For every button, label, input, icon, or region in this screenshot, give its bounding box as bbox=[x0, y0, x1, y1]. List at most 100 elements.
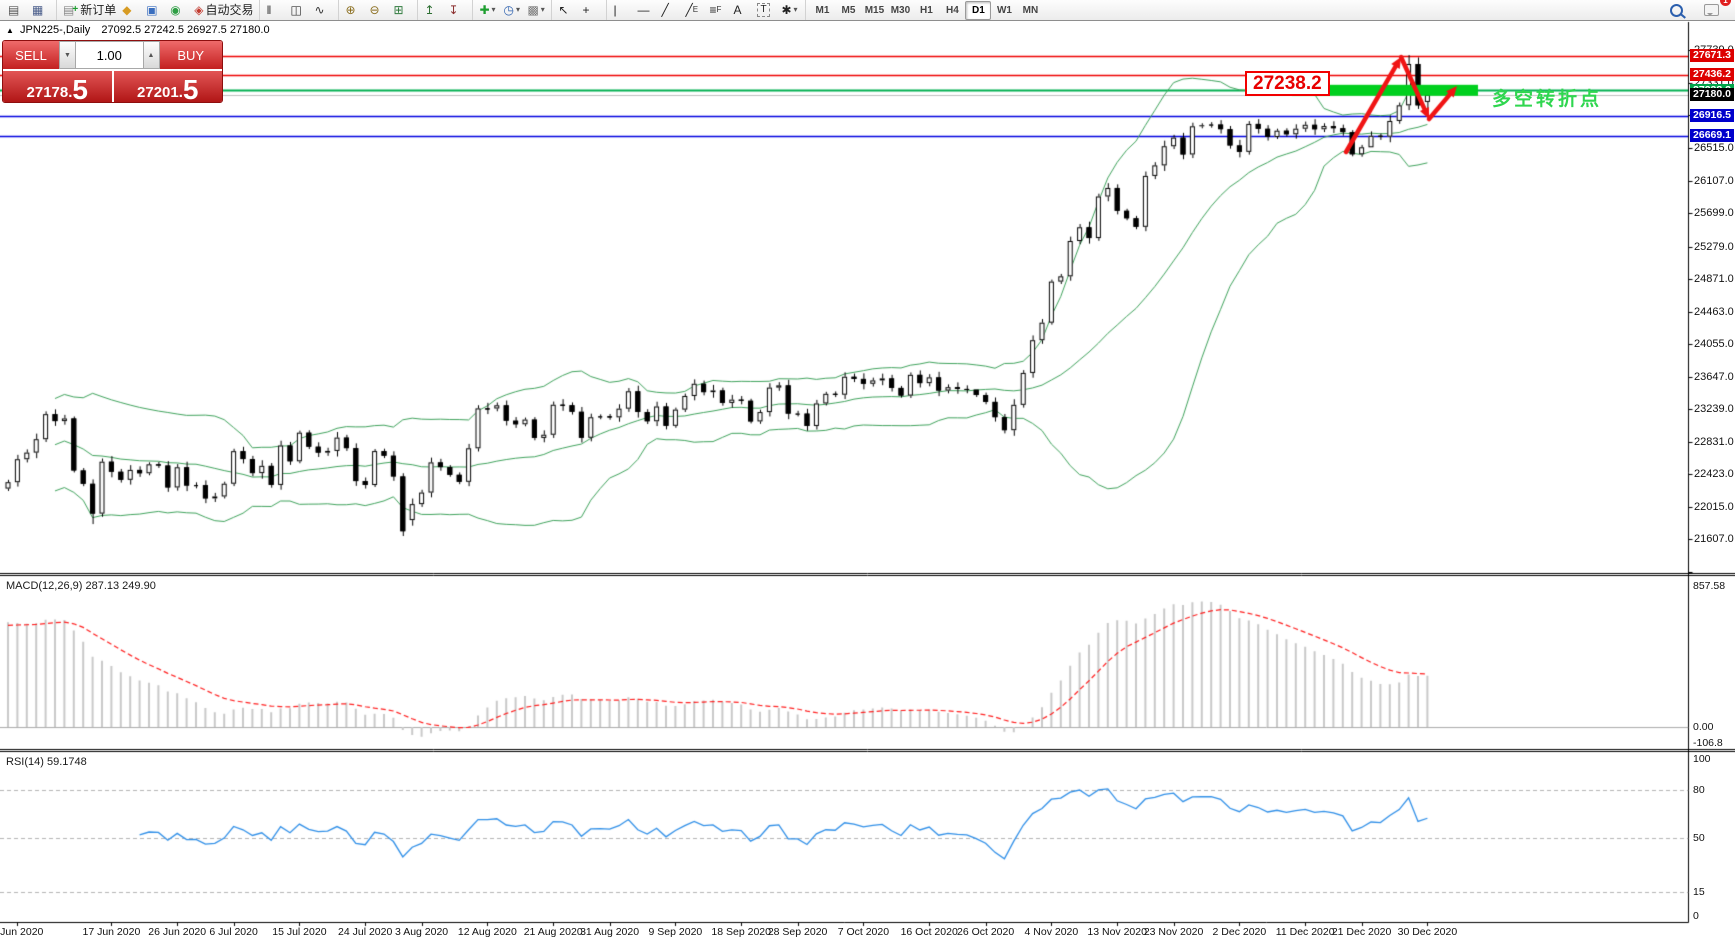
timeframe-m1[interactable]: M1 bbox=[815, 4, 830, 16]
mailbox-button[interactable]: ▣ bbox=[143, 0, 167, 20]
toolbar-groups: ▤ ▦ ▤ + 新订单 ◆ ▣ ◉ ◈ 自动交易 ‖ ◫ ∿ ⊕ ⊖ ⊞ ↥ ↧ ✚ ▾ ◷ ▾ ▩ ▾ ↖ + | — ╱ ╱ E ≡ F A T… bbox=[2, 0, 807, 20]
toolbar-group: ↥ ↧ bbox=[418, 0, 474, 20]
timeframe-m5[interactable]: M5 bbox=[841, 4, 856, 16]
cursor-button[interactable]: ↖ bbox=[555, 0, 579, 20]
cn-annotation-text[interactable]: 多空转折点 bbox=[1492, 89, 1603, 110]
shapes-icon: ✱ bbox=[781, 3, 792, 17]
timeframe-d1[interactable]: D1 bbox=[965, 0, 992, 20]
timeframe-toolbar: M1 M5 M15 M30 H1 H4 D1 W1 MN bbox=[806, 0, 1046, 20]
hline-button[interactable]: — bbox=[634, 0, 658, 20]
volume-input[interactable] bbox=[76, 41, 143, 69]
volume-increment-button[interactable]: ▲ bbox=[142, 41, 160, 69]
toolbar-group: | — ╱ ╱ E ≡ F A T ✱ ▾ bbox=[607, 0, 807, 20]
chart-line-button[interactable]: ∿ bbox=[311, 0, 335, 20]
zoom-out-icon: ⊖ bbox=[369, 3, 380, 17]
template-icon: ▩ bbox=[527, 3, 539, 17]
period-button[interactable]: ◷ ▾ bbox=[500, 0, 524, 20]
add-indicator-button[interactable]: ✚ ▾ bbox=[476, 0, 500, 20]
text-label-button[interactable]: T bbox=[754, 0, 778, 20]
add-indicator-icon: ✚ bbox=[479, 3, 490, 17]
new-order-icon: ▤ bbox=[63, 3, 75, 17]
text-button[interactable]: A bbox=[730, 0, 754, 20]
collapse-quote-icon[interactable]: ▲ bbox=[6, 26, 14, 35]
channel-button[interactable]: ╱ E bbox=[682, 0, 706, 20]
timeframe-h1[interactable]: H1 bbox=[920, 4, 933, 16]
toolbar-group: ✚ ▾ ◷ ▾ ▩ ▾ bbox=[473, 0, 553, 20]
vline-button[interactable]: | bbox=[610, 0, 634, 20]
buy-price-pips: 5 bbox=[182, 73, 199, 103]
indicators-down-icon: ↧ bbox=[448, 3, 459, 17]
data-window-button[interactable]: ▦ bbox=[29, 0, 53, 20]
channel-icon: ╱ bbox=[685, 3, 693, 17]
chart-quote-line: ▲ JPN225-,Daily 27092.5 27242.5 26927.5 … bbox=[6, 24, 270, 36]
fibonacci-icon: ≡ bbox=[709, 3, 717, 17]
tile-windows-icon: ⊞ bbox=[393, 3, 404, 17]
template-button[interactable]: ▩ ▾ bbox=[524, 0, 548, 20]
indicators-down-button[interactable]: ↧ bbox=[445, 0, 469, 20]
buy-price-main: 27201. bbox=[137, 83, 183, 101]
chart-line-icon: ∿ bbox=[314, 3, 325, 17]
chevron-down-icon: ▾ bbox=[793, 5, 798, 14]
indicators-up-button[interactable]: ↥ bbox=[421, 0, 445, 20]
toolbar-right: 1 bbox=[1667, 0, 1733, 20]
price-divider bbox=[111, 71, 114, 102]
sound-button[interactable]: ◆ bbox=[119, 0, 143, 20]
volume-decrement-button[interactable]: ▼ bbox=[59, 41, 76, 69]
buy-price[interactable]: 27201. 5 bbox=[114, 71, 223, 103]
trendline-icon: ╱ bbox=[661, 3, 669, 17]
notification-badge: 1 bbox=[1720, 0, 1731, 6]
toolbar-group: ↖ + bbox=[552, 0, 608, 20]
buy-button[interactable]: BUY bbox=[159, 41, 222, 69]
trendline-button[interactable]: ╱ bbox=[658, 0, 682, 20]
crosshair-icon: + bbox=[582, 3, 590, 17]
sell-price-pips: 5 bbox=[72, 73, 88, 103]
zoom-in-icon: ⊕ bbox=[345, 3, 356, 17]
new-order-button[interactable]: ▤ + 新订单 bbox=[60, 0, 119, 20]
timeframe-w1[interactable]: W1 bbox=[996, 4, 1012, 16]
hline-icon: — bbox=[637, 3, 650, 17]
macd-label: MACD(12,26,9) 287.13 249.90 bbox=[6, 580, 156, 592]
signal-icon: ◉ bbox=[170, 3, 181, 17]
sell-button[interactable]: SELL bbox=[3, 41, 59, 69]
shapes-button[interactable]: ✱ ▾ bbox=[778, 0, 802, 20]
plus-icon: + bbox=[72, 4, 79, 15]
mailbox-icon: ▣ bbox=[146, 3, 158, 17]
indicators-up-icon: ↥ bbox=[424, 3, 435, 17]
fibonacci-sub-label: F bbox=[716, 5, 722, 14]
zoom-out-button[interactable]: ⊖ bbox=[366, 0, 390, 20]
notifications-button[interactable]: 1 bbox=[1701, 0, 1731, 20]
text-label-icon: T bbox=[757, 3, 770, 17]
cursor-icon: ↖ bbox=[558, 3, 569, 17]
zoom-in-button[interactable]: ⊕ bbox=[342, 0, 366, 20]
ohlc-values: 27092.5 27242.5 26927.5 27180.0 bbox=[101, 24, 270, 36]
timeframe-m15[interactable]: M15 bbox=[864, 4, 885, 16]
market-watch-icon: ▤ bbox=[8, 3, 20, 17]
timeframe-h4[interactable]: H4 bbox=[946, 4, 959, 16]
toolbar-group: ‖ ◫ ∿ bbox=[260, 0, 340, 20]
chat-icon bbox=[1704, 4, 1719, 16]
toolbar-group: ▤ ▦ bbox=[2, 0, 57, 20]
autotrade-button[interactable]: ◈ 自动交易 bbox=[191, 0, 256, 20]
crosshair-button[interactable]: + bbox=[579, 0, 603, 20]
search-icon bbox=[1670, 3, 1683, 17]
chart-bars-button[interactable]: ‖ bbox=[263, 0, 287, 20]
chart-bars-icon: ‖ bbox=[266, 3, 272, 17]
tile-windows-button[interactable]: ⊞ bbox=[390, 0, 414, 20]
toolbar: ▤ ▦ ▤ + 新订单 ◆ ▣ ◉ ◈ 自动交易 ‖ ◫ ∿ ⊕ ⊖ ⊞ ↥ ↧ ✚ ▾ ◷ ▾ ▩ ▾ ↖ + | — ╱ ╱ E ≡ F A T… bbox=[0, 0, 1735, 21]
chart-candles-button[interactable]: ◫ bbox=[287, 0, 311, 20]
timeframe-m30[interactable]: M30 bbox=[890, 4, 911, 16]
chevron-down-icon: ▾ bbox=[491, 5, 496, 14]
market-watch-button[interactable]: ▤ bbox=[5, 0, 29, 20]
search-button[interactable] bbox=[1667, 0, 1691, 20]
support-resistance-price-label[interactable]: 27238.2 bbox=[1245, 71, 1330, 96]
fibonacci-button[interactable]: ≡ F bbox=[706, 0, 730, 20]
one-click-trading-panel: SELL ▼ ▲ BUY 27178. 5 27201. 5 bbox=[2, 40, 223, 103]
signal-button[interactable]: ◉ bbox=[167, 0, 191, 20]
sell-price[interactable]: 27178. 5 bbox=[3, 71, 112, 103]
sell-price-main: 27178. bbox=[26, 83, 73, 101]
timeframe-mn[interactable]: MN bbox=[1022, 4, 1039, 16]
autotrade-icon: ◈ bbox=[194, 3, 204, 17]
symbol-period-label: JPN225-,Daily bbox=[19, 24, 91, 36]
